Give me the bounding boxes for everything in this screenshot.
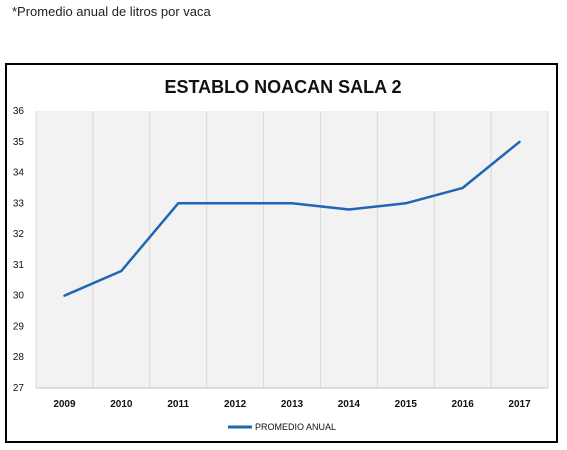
y-tick-label: 36 xyxy=(13,106,25,117)
legend: PROMEDIO ANUAL xyxy=(228,422,336,432)
y-tick-label: 30 xyxy=(13,291,25,302)
data-point xyxy=(177,202,180,205)
footnote-text: *Promedio anual de litros por vaca xyxy=(12,4,211,19)
y-tick-label: 33 xyxy=(13,198,25,209)
data-point xyxy=(290,202,294,205)
y-tick-label: 31 xyxy=(13,260,25,271)
y-tick-label: 27 xyxy=(13,383,25,394)
y-tick-label: 28 xyxy=(13,352,25,363)
data-point xyxy=(120,269,123,273)
data-point xyxy=(347,208,351,211)
data-point xyxy=(518,140,521,143)
x-tick-label: 2014 xyxy=(338,399,361,410)
data-point xyxy=(404,202,407,205)
x-tick-label: 2010 xyxy=(110,399,133,410)
x-tick-label: 2013 xyxy=(281,399,304,410)
x-tick-label: 2009 xyxy=(53,399,76,410)
x-tick-label: 2017 xyxy=(508,399,531,410)
y-tick-label: 32 xyxy=(13,229,25,240)
chart-title: ESTABLO NOACAN SALA 2 xyxy=(164,77,401,97)
legend-label-promedio-anual: PROMEDIO ANUAL xyxy=(255,422,336,432)
y-tick-label: 35 xyxy=(13,137,25,148)
plot-area: 27 28 29 30 31 32 33 34 35 36 2009 2010 2011 2012 2013… xyxy=(13,106,549,410)
plot-background xyxy=(36,111,548,388)
data-point xyxy=(233,202,237,205)
data-point xyxy=(461,186,464,190)
y-tick-label: 29 xyxy=(13,321,25,332)
x-tick-label: 2016 xyxy=(452,399,475,410)
x-tick-label: 2012 xyxy=(224,399,247,410)
x-tick-label: 2015 xyxy=(395,399,418,410)
y-tick-label: 34 xyxy=(13,168,25,179)
data-point xyxy=(63,294,66,297)
x-tick-label: 2011 xyxy=(167,399,189,410)
